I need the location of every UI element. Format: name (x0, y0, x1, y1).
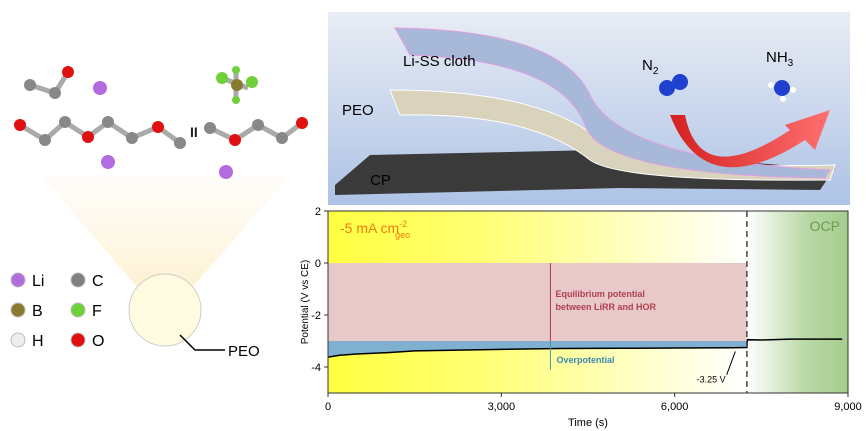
legend-label-o: O (92, 333, 104, 350)
final-value-label: -3.25 V (697, 375, 726, 385)
chain-break-mark: II (190, 124, 198, 140)
peo-pointer (179, 334, 225, 351)
n2-label: N2 (642, 57, 659, 77)
potential-line (327, 338, 843, 358)
legend-swatch-o (70, 332, 86, 348)
nh3-subscript: 3 (788, 58, 794, 69)
legend-label-f: F (92, 303, 102, 320)
legend-label-li: Li (32, 273, 44, 290)
n2-molecule (659, 74, 688, 96)
equilibrium-label-line2: between LiRR and HOR (555, 302, 656, 312)
legend-label-c: C (92, 273, 104, 290)
x-tick-label: 3,000 (488, 401, 516, 413)
ocp-region (746, 211, 848, 393)
nh3-text: NH (766, 49, 788, 66)
ocp-label: OCP (810, 218, 840, 234)
y-axis-label: Potential (V vs CE) (300, 260, 311, 344)
molecule-panel: II PEO Li C B F H O (10, 66, 308, 360)
plot-frame (327, 210, 849, 394)
peo-layer (389, 89, 836, 181)
x-axis-label: Time (s) (568, 417, 608, 429)
peo-layer-label: PEO (342, 102, 374, 119)
y-tick-label: 0 (315, 258, 321, 270)
li-ss-cloth-label: Li-SS cloth (403, 53, 476, 70)
legend-swatch-c (70, 272, 86, 288)
overpotential-label: Overpotential (556, 355, 614, 365)
x-tick-label: 0 (325, 401, 331, 413)
cp-label: CP (370, 172, 391, 189)
peo-particle (128, 273, 202, 347)
n2-subscript: 2 (653, 66, 659, 77)
current-text: -5 mA cm (340, 220, 399, 236)
equilibrium-label-line1: Equilibrium potential (555, 289, 645, 299)
potential-chart: Equilibrium potential between LiRR and HO… (300, 206, 862, 429)
peo-chain (18, 70, 304, 146)
legend-swatch-li (10, 272, 26, 288)
li-ss-cloth-layer (394, 27, 831, 179)
nh3-molecule (768, 80, 796, 102)
legend-swatch-f (70, 302, 86, 318)
peo-particle-label: PEO (228, 343, 260, 360)
x-tick-label: 9,000 (834, 401, 862, 413)
current-subscript: geo (395, 230, 410, 240)
y-tick-label: 2 (315, 206, 321, 218)
equilibrium-band (328, 263, 747, 341)
atoms (14, 66, 308, 179)
projection-cone (40, 175, 290, 290)
y-tick-label: -4 (311, 362, 321, 374)
x-tick-label: 6,000 (661, 401, 689, 413)
nh3-label: NH3 (766, 49, 794, 69)
y-tick-label: -2 (311, 310, 321, 322)
device-schematic: Li-SS cloth PEO CP N2 NH3 (328, 12, 850, 205)
legend-swatch-h (10, 332, 26, 348)
legend-label-h: H (32, 333, 44, 350)
n2-text: N (642, 57, 653, 74)
final-value-pointer (726, 351, 736, 375)
overpotential-band (328, 341, 747, 358)
legend-swatch-b (10, 302, 26, 318)
atom-legend: Li C B F H O (10, 272, 104, 350)
legend-label-b: B (32, 303, 43, 320)
reaction-arrow (670, 110, 830, 168)
current-density-label: -5 mA cm-2 geo (340, 219, 410, 240)
current-exponent: -2 (399, 219, 407, 229)
